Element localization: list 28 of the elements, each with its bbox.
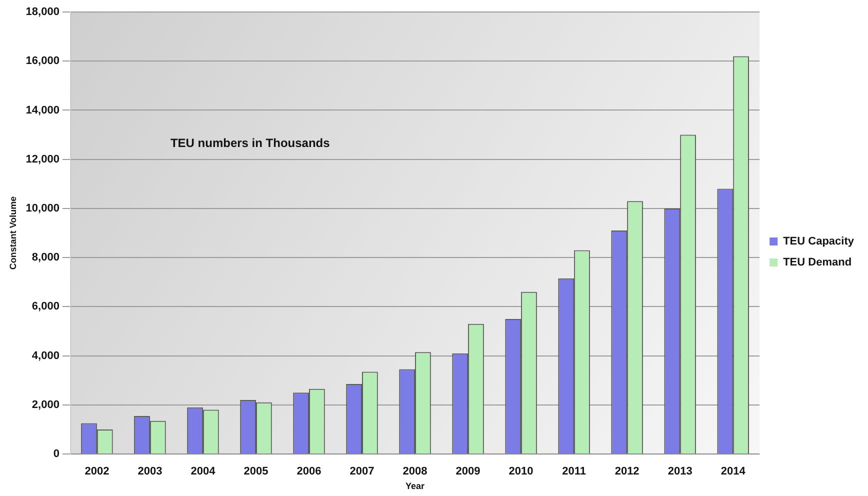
y-tick-label: 0 xyxy=(53,448,60,460)
x-tick-label: 2004 xyxy=(190,466,216,478)
y-tick-label: 14,000 xyxy=(26,104,60,116)
x-tick-label: 2005 xyxy=(244,466,268,478)
x-tick-label: 2012 xyxy=(614,466,640,478)
y-axis-title: Constant Volume xyxy=(8,196,18,270)
x-tick-label: 2007 xyxy=(350,466,374,478)
y-tick-label: 2,000 xyxy=(32,398,60,411)
x-axis-title: Year xyxy=(406,481,426,492)
x-tick-label: 2008 xyxy=(402,466,428,478)
x-tick-label: 2010 xyxy=(508,466,534,478)
y-tick-label: 12,000 xyxy=(26,153,60,166)
x-tick-label: 2014 xyxy=(720,466,746,478)
y-tick-label: 8,000 xyxy=(32,252,60,264)
x-tick-label: 2013 xyxy=(668,466,692,478)
y-tick-label: 10,000 xyxy=(26,202,60,214)
legend-label: TEU Capacity xyxy=(783,236,855,248)
x-tick-label: 2011 xyxy=(562,466,586,478)
y-tick-label: 16,000 xyxy=(26,55,60,68)
y-tick-label: 6,000 xyxy=(32,300,60,313)
y-tick-label: 18,000 xyxy=(26,6,60,18)
x-tick-label: 2009 xyxy=(456,466,480,478)
x-tick-label: 2006 xyxy=(296,466,322,478)
x-tick-label: 2002 xyxy=(84,466,110,478)
annotation: TEU numbers in Thousands xyxy=(170,136,330,150)
y-tick-label: 4,000 xyxy=(32,350,60,362)
x-tick-label: 2003 xyxy=(138,466,162,478)
legend-label: TEU Demand xyxy=(783,256,852,269)
